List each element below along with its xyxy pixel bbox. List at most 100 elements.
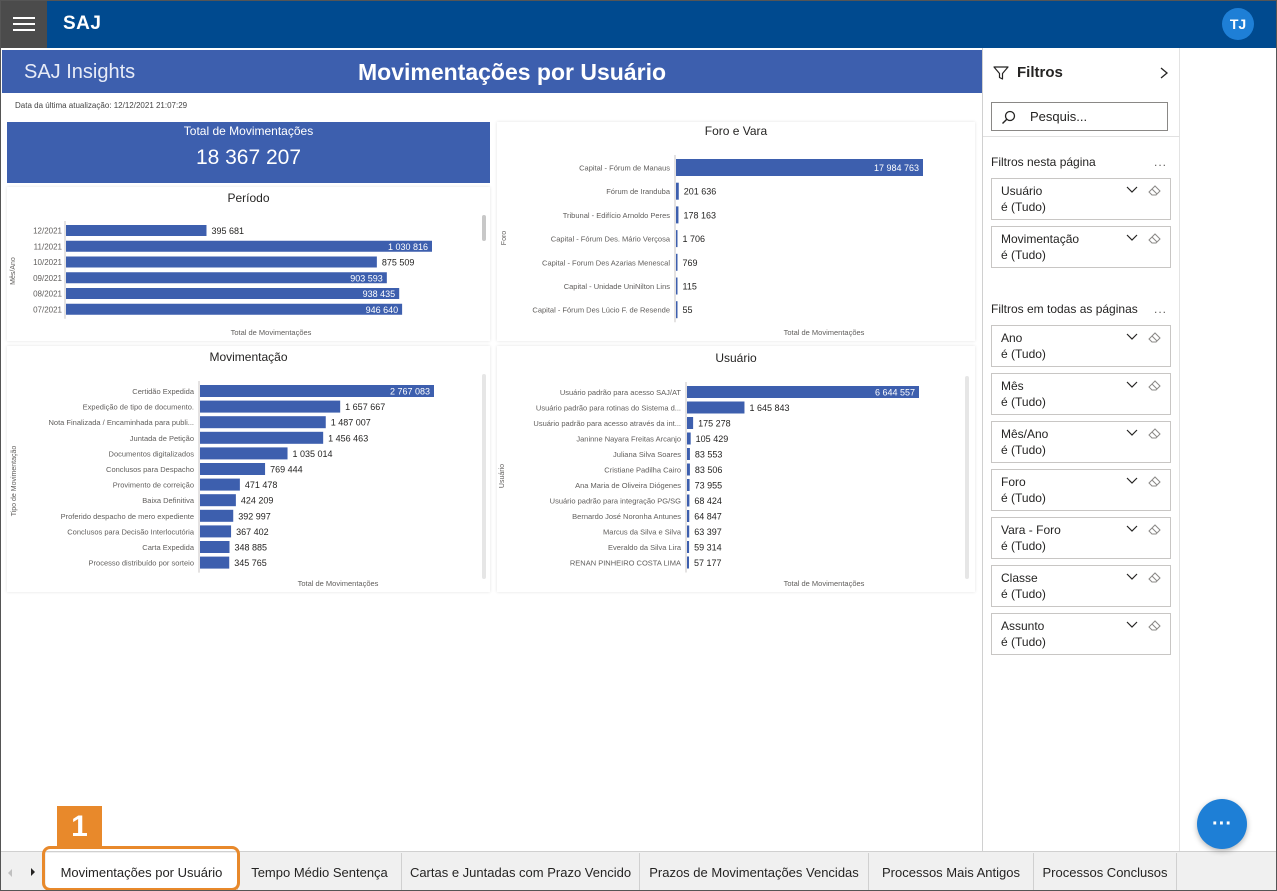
all-filters-more-button[interactable]: ...: [1154, 302, 1168, 316]
bar[interactable]: [687, 401, 745, 414]
menu-icon[interactable]: [1, 1, 47, 48]
chevron-down-icon[interactable]: [1126, 429, 1138, 437]
bar[interactable]: [687, 417, 694, 429]
bar[interactable]: [66, 225, 207, 236]
bar[interactable]: [687, 510, 690, 522]
scrollbar-periodo[interactable]: [482, 215, 486, 241]
step-badge: 1: [57, 806, 102, 847]
filter-search-input[interactable]: [1030, 109, 1160, 124]
bar[interactable]: [66, 240, 432, 252]
tab-1[interactable]: Movimentações por Usuário: [46, 853, 238, 890]
bar[interactable]: [676, 182, 679, 200]
tick-label: Capital - Fórum de Manaus: [579, 164, 670, 173]
clear-filter-icon[interactable]: [1148, 332, 1161, 343]
bar[interactable]: [676, 253, 678, 271]
filter-card[interactable]: Mês/Ano é (Tudo): [991, 421, 1171, 463]
tab-5[interactable]: Processos Mais Antigos: [869, 853, 1034, 890]
bar[interactable]: [676, 277, 678, 295]
bar[interactable]: [200, 494, 236, 507]
filter-value: é (Tudo): [1001, 491, 1046, 505]
filter-name: Ano: [1001, 331, 1023, 345]
filter-card[interactable]: Mês é (Tudo): [991, 373, 1171, 415]
bar[interactable]: [200, 463, 266, 475]
clear-filter-icon[interactable]: [1148, 524, 1161, 535]
chevron-down-icon[interactable]: [1126, 621, 1138, 629]
bar[interactable]: [687, 541, 690, 553]
scrollbar-movimentacao[interactable]: [482, 374, 486, 579]
tab-scroll-left-icon[interactable]: [7, 869, 13, 877]
bar[interactable]: [687, 494, 690, 507]
clear-filter-icon[interactable]: [1148, 620, 1161, 631]
chevron-right-icon[interactable]: [1159, 67, 1169, 79]
bar[interactable]: [200, 431, 324, 444]
bar[interactable]: [200, 400, 341, 413]
bar[interactable]: [687, 556, 689, 569]
more-options-fab[interactable]: ···: [1197, 799, 1247, 849]
chart-card-usuario[interactable]: Usuário Usuário Total de Movimentações Usu…: [497, 346, 975, 592]
clear-filter-icon[interactable]: [1148, 428, 1161, 439]
filter-card[interactable]: Classe é (Tudo): [991, 565, 1171, 607]
page-title: Movimentações por Usuário: [357, 59, 667, 85]
filter-card[interactable]: Ano é (Tudo): [991, 325, 1171, 367]
bar[interactable]: [676, 159, 923, 176]
filters-divider: [983, 136, 1180, 137]
chevron-down-icon[interactable]: [1126, 333, 1138, 341]
bar[interactable]: [687, 479, 690, 491]
bar[interactable]: [200, 556, 230, 569]
tab-3[interactable]: Cartas e Juntadas com Prazo Vencido: [402, 853, 640, 890]
clear-filter-icon[interactable]: [1148, 476, 1161, 487]
clear-filter-icon[interactable]: [1148, 572, 1161, 583]
tick-label: Cristiane Padilha Cairo: [604, 466, 681, 475]
tab-6[interactable]: Processos Conclusos: [1034, 853, 1177, 890]
bar[interactable]: [66, 288, 400, 299]
filter-search-box[interactable]: [991, 102, 1168, 131]
bar[interactable]: [687, 386, 919, 398]
bar[interactable]: [687, 448, 690, 460]
chevron-down-icon[interactable]: [1126, 477, 1138, 485]
bar[interactable]: [200, 416, 326, 429]
chart-card-foro-vara[interactable]: Foro e Vara Foro Total de Movimentações Ca…: [497, 122, 975, 341]
filter-card[interactable]: Foro é (Tudo): [991, 469, 1171, 511]
bar[interactable]: [687, 432, 691, 445]
bar[interactable]: [200, 385, 434, 397]
y-axis-title: Usuário: [499, 464, 506, 488]
clear-filter-icon[interactable]: [1148, 233, 1161, 244]
page-filters-more-button[interactable]: ...: [1154, 155, 1168, 169]
chevron-down-icon[interactable]: [1126, 381, 1138, 389]
chevron-down-icon[interactable]: [1126, 525, 1138, 533]
bar[interactable]: [200, 525, 232, 538]
scrollbar-usuario[interactable]: [965, 376, 969, 579]
chart-card-movimentacao[interactable]: Movimentação Tipo de Movimentação Total d…: [7, 346, 490, 592]
last-update-text: Data da última atualização: 12/12/2021 2…: [15, 101, 188, 110]
bar[interactable]: [676, 301, 678, 319]
tick-label: Juliana Silva Soares: [613, 450, 681, 459]
chevron-down-icon[interactable]: [1126, 186, 1138, 194]
bar[interactable]: [687, 525, 690, 538]
bar[interactable]: [66, 256, 377, 268]
filter-card[interactable]: Usuário é (Tudo): [991, 178, 1171, 220]
bar[interactable]: [200, 447, 288, 460]
bar[interactable]: [676, 230, 678, 248]
bar[interactable]: [200, 541, 230, 553]
bar[interactable]: [200, 509, 234, 522]
bar[interactable]: [66, 272, 387, 284]
tab-2[interactable]: Tempo Médio Sentença: [238, 853, 402, 890]
bar[interactable]: [200, 478, 240, 491]
chevron-down-icon[interactable]: [1126, 234, 1138, 242]
clear-filter-icon[interactable]: [1148, 185, 1161, 196]
bar[interactable]: [676, 206, 679, 224]
bar[interactable]: [687, 463, 690, 476]
filter-card[interactable]: Movimentação é (Tudo): [991, 226, 1171, 268]
kpi-label: Total de Movimentações: [183, 124, 314, 138]
tab-4[interactable]: Prazos de Movimentações Vencidas: [640, 853, 869, 890]
kpi-total-card[interactable]: Total de Movimentações 18 367 207: [7, 122, 490, 183]
filter-card[interactable]: Assunto é (Tudo): [991, 613, 1171, 655]
user-avatar[interactable]: TJ: [1222, 8, 1254, 40]
tab-scroll-right-icon[interactable]: [30, 868, 36, 876]
bar[interactable]: [66, 303, 403, 315]
chart-card-periodo[interactable]: Período Mês/Ano Total de Movimentações 12/…: [7, 187, 490, 341]
clear-filter-icon[interactable]: [1148, 380, 1161, 391]
filter-card[interactable]: Vara - Foro é (Tudo): [991, 517, 1171, 559]
chevron-down-icon[interactable]: [1126, 573, 1138, 581]
